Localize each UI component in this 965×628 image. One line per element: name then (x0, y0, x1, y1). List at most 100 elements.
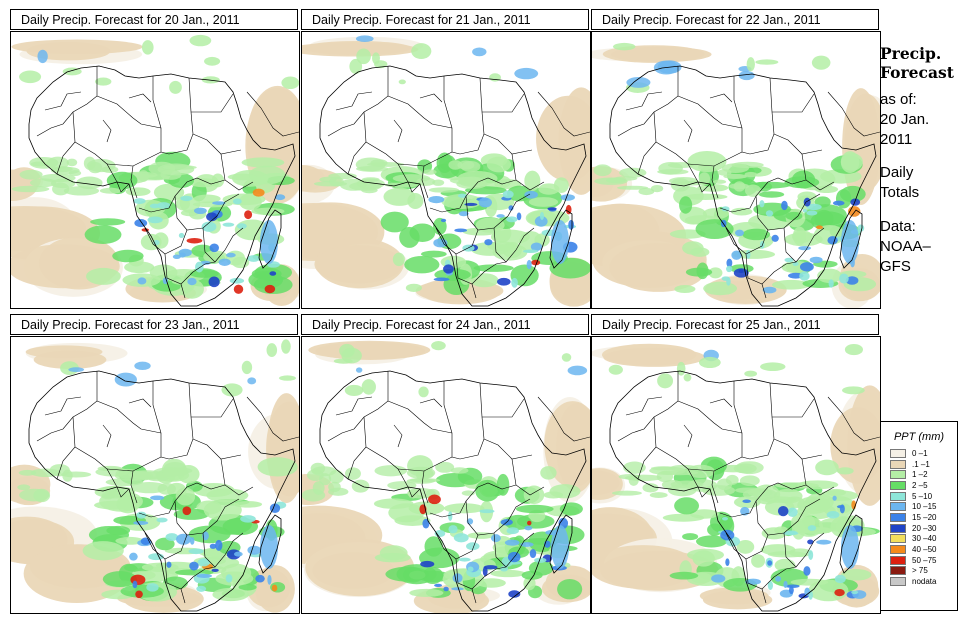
precip-area (141, 562, 179, 573)
precip-area (141, 40, 154, 55)
precip-cell (134, 219, 148, 228)
precip-area (392, 252, 405, 267)
precip-cell (180, 195, 193, 202)
precip-area (618, 473, 641, 480)
country-border (44, 91, 82, 111)
country-border (128, 93, 152, 103)
precip-area (188, 525, 231, 544)
country-border (455, 558, 507, 590)
precip-cell (133, 198, 146, 204)
precip-cell (568, 219, 575, 230)
precip-area (344, 384, 364, 396)
precip-area (435, 461, 455, 473)
precip-area (379, 545, 408, 561)
precip-cell (721, 517, 728, 521)
precip-cell (244, 210, 253, 220)
precip-map (591, 31, 881, 309)
precip-area (19, 169, 43, 180)
precip-area (739, 475, 760, 487)
precip-area (63, 186, 100, 196)
precip-cell (148, 553, 164, 561)
dry-region (536, 95, 590, 182)
precip-area (204, 56, 221, 66)
precip-area (723, 173, 747, 179)
precip-cell (448, 525, 458, 534)
dry-region (847, 385, 880, 506)
country-border (152, 76, 162, 129)
precip-area (423, 169, 437, 175)
precip-area (785, 211, 803, 221)
precip-cell (186, 237, 203, 244)
country-border (773, 438, 823, 460)
precip-cell (534, 216, 548, 227)
country-border (483, 133, 533, 155)
precip-cell (734, 229, 745, 237)
country-border (741, 382, 775, 460)
precip-cell (808, 550, 814, 560)
precip-area (448, 160, 463, 170)
precip-area (496, 473, 510, 496)
country-border (192, 133, 242, 155)
precip-area (189, 269, 219, 278)
precip-area (238, 193, 262, 211)
precip-area (361, 177, 380, 182)
precip-area (398, 79, 406, 85)
precip-area (696, 535, 727, 548)
precip-cell (851, 590, 859, 595)
precip-area (380, 211, 409, 233)
legend-title: PPT (mm) (893, 431, 945, 443)
precip-cell (166, 561, 172, 568)
country-border (419, 93, 443, 103)
precip-area (797, 480, 839, 490)
country-border (677, 95, 743, 129)
precip-cell (765, 210, 774, 217)
precip-area (521, 570, 543, 580)
precip-area (702, 485, 736, 496)
precip-area (761, 527, 787, 540)
precip-area (157, 163, 195, 176)
precip-map (10, 31, 300, 309)
precip-cell (269, 271, 277, 276)
precip-area (736, 540, 755, 554)
country-border (116, 486, 130, 498)
precip-area (790, 578, 829, 586)
precip-cell (785, 584, 800, 588)
precip-area (623, 461, 646, 474)
country-border (683, 119, 693, 143)
precip-area (797, 496, 830, 514)
precip-area (593, 164, 612, 177)
precip-area (193, 194, 221, 204)
legend-item: 50 –75 (890, 555, 957, 566)
precip-area (281, 76, 299, 90)
precip-cell (225, 574, 233, 583)
precip-cell (775, 576, 782, 582)
precip-cell (466, 542, 480, 551)
madagascar-outline (258, 209, 282, 269)
legend-swatch (890, 448, 906, 458)
country-border (761, 588, 767, 604)
info-sidebar: Precip. Forecast as of: 20 Jan. 2011 Dai… (880, 44, 960, 277)
precip-area (361, 379, 376, 395)
precip-area (611, 490, 642, 496)
country-border (191, 93, 234, 113)
precip-area (557, 578, 583, 600)
precip-area (206, 488, 249, 503)
precip-area (17, 484, 31, 491)
dry-region (611, 46, 712, 62)
precip-area (399, 226, 420, 248)
country-border (711, 165, 719, 199)
precip-area (811, 55, 831, 70)
legend-swatch (890, 470, 906, 480)
country-border (246, 396, 299, 442)
precip-area (68, 367, 85, 373)
dry-region (11, 39, 143, 55)
country-border (455, 253, 507, 285)
precip-cell (531, 259, 541, 266)
precip-area (689, 509, 720, 519)
country-border (801, 458, 835, 496)
precip-area (157, 482, 176, 495)
precip-area (408, 488, 419, 499)
precip-cell (440, 218, 447, 223)
precip-area (731, 249, 776, 259)
precip-cell (209, 243, 220, 253)
